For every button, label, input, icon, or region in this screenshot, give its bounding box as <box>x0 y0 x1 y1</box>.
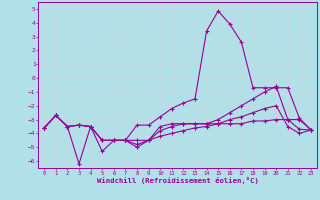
X-axis label: Windchill (Refroidissement éolien,°C): Windchill (Refroidissement éolien,°C) <box>97 177 259 184</box>
